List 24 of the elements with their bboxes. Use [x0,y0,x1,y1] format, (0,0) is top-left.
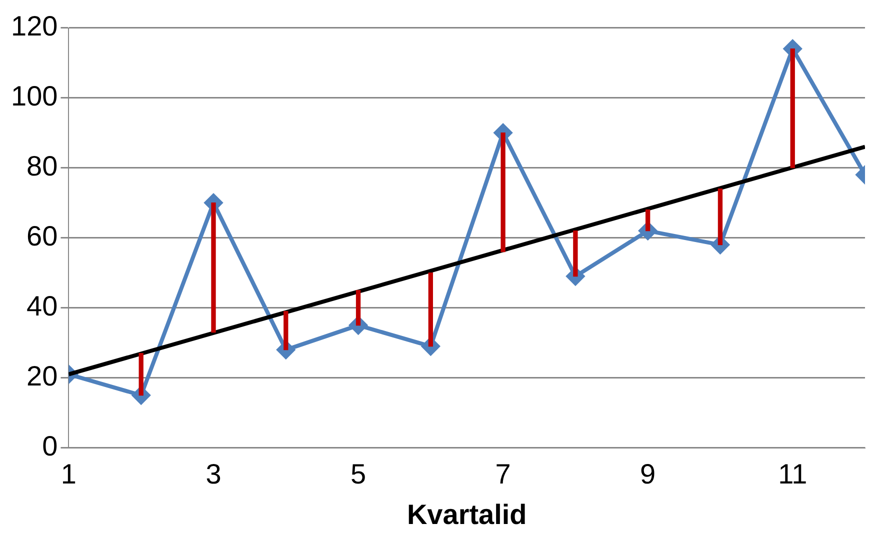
bar [356,290,361,326]
bar [428,272,433,347]
x-tick-label: 1 [60,458,77,490]
y-tick-label: 0 [42,430,58,462]
y-tick-label: 80 [26,150,58,182]
bar [211,202,216,333]
x-tick-label: 7 [495,458,511,490]
x-tick-label: 5 [350,458,366,490]
y-tick-label: 40 [26,290,58,322]
y-tick-label: 20 [26,360,58,392]
bar [646,209,650,232]
y-tick-label: 60 [26,220,58,252]
y-tick-label: 120 [11,10,58,42]
bar [718,188,723,246]
bar [284,310,288,350]
y-tick-label: 100 [11,80,58,112]
bar [500,132,506,252]
x-tick-label: 11 [778,458,808,490]
bar [573,230,578,277]
x-axis-title: Kvartalid [406,498,527,530]
bar [138,352,144,396]
x-tick-label: 9 [640,458,656,490]
bar [790,48,795,168]
x-tick-label: 3 [206,458,222,490]
